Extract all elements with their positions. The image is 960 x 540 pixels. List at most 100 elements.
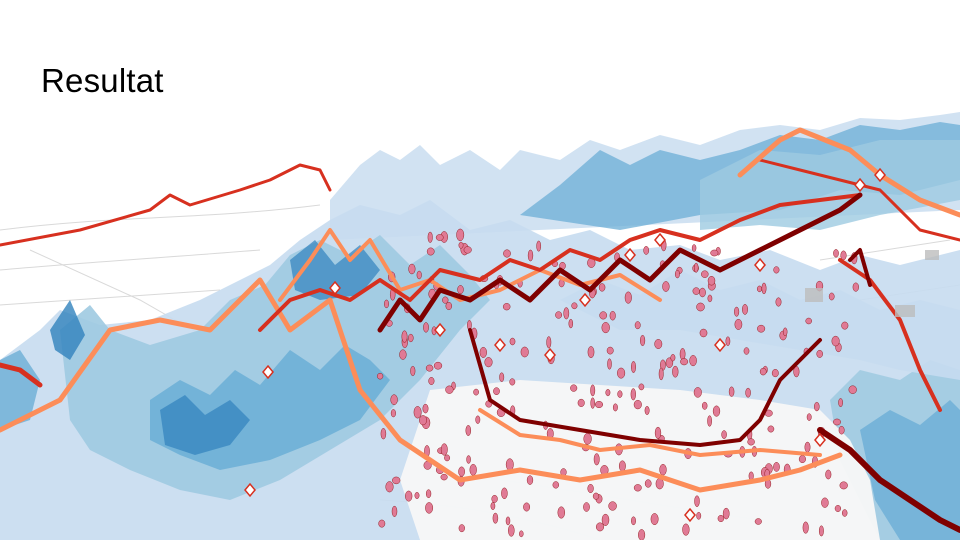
marker-dot: [520, 346, 529, 358]
marker-dot: [689, 355, 697, 367]
marker-dot: [457, 285, 464, 294]
marker-dot: [587, 346, 595, 358]
marker-dot: [654, 339, 663, 349]
marker-dot: [380, 428, 387, 440]
marker-dot: [805, 317, 812, 325]
marker-dot: [734, 306, 740, 317]
marker-dot: [445, 302, 452, 311]
marker-dot: [833, 418, 841, 426]
marker-dot: [593, 453, 600, 466]
marker-dot: [679, 348, 686, 361]
marker-dot: [619, 460, 626, 472]
marker-dot: [456, 228, 465, 242]
marker-dot: [465, 425, 471, 436]
marker-dot: [399, 349, 407, 360]
marker-dot: [692, 287, 700, 295]
marker-dot: [701, 270, 709, 278]
marker-dots: [377, 228, 859, 540]
marker-dot: [384, 299, 389, 309]
marker-dot: [707, 294, 713, 303]
marker-dot: [608, 501, 617, 511]
marker-dot: [633, 400, 642, 410]
marker-dot: [699, 328, 708, 338]
marker-dot: [390, 394, 398, 406]
marker-dot: [662, 281, 670, 292]
marker-dot: [445, 385, 454, 394]
marker-dot: [775, 297, 782, 307]
marker-dot: [419, 415, 427, 426]
marker-dot: [675, 270, 680, 279]
marker-dot: [423, 322, 429, 333]
marker-dot: [617, 367, 626, 379]
warning-marker: [874, 167, 886, 183]
marker-dot: [475, 415, 481, 424]
marker-dot: [523, 502, 530, 512]
warning-marker: [329, 280, 341, 296]
warning-markers: [244, 167, 886, 523]
marker-dot: [425, 502, 433, 514]
marker-dot: [491, 494, 498, 503]
terrain-left-peak: [50, 300, 85, 360]
marker-dot: [798, 455, 806, 463]
marker-dot: [606, 346, 614, 355]
marker-dot: [773, 266, 780, 274]
marker-dot: [592, 492, 600, 500]
marker-dot: [631, 516, 636, 526]
marker-dot: [463, 246, 472, 254]
marker-dot: [583, 432, 592, 445]
marker-dot: [693, 387, 702, 398]
marker-dot: [444, 454, 450, 462]
marker-dot: [643, 246, 650, 255]
marker-dot: [759, 367, 767, 376]
marker-dot: [839, 481, 848, 490]
marker-dot: [607, 358, 612, 370]
marker-dot: [633, 484, 642, 492]
marker-dot: [473, 388, 479, 396]
marker-dot: [783, 327, 788, 336]
marker-dot: [804, 441, 811, 453]
warning-marker: [262, 364, 274, 380]
marker-dot: [757, 324, 766, 333]
marker-dot: [725, 336, 731, 346]
marker-dot: [848, 385, 857, 394]
marker-dot: [596, 522, 605, 532]
warning-marker: [579, 292, 591, 308]
marker-dot: [702, 401, 708, 410]
marker-dot: [601, 513, 610, 526]
marker-dot: [806, 413, 812, 421]
marker-dot: [773, 462, 780, 472]
gray-block: [805, 288, 823, 302]
marker-dot: [509, 337, 516, 346]
marker-dot: [479, 346, 487, 358]
marker-dot: [401, 330, 408, 343]
marker-dot: [691, 244, 697, 252]
marker-dot: [377, 373, 384, 380]
marker-dot: [699, 287, 706, 298]
marker-dot: [527, 249, 534, 262]
marker-dot: [563, 307, 570, 320]
marker-dot: [536, 240, 542, 252]
marker-dot: [598, 283, 606, 292]
marker-dot: [712, 405, 721, 417]
marker-dot: [650, 513, 659, 525]
marker-dot: [410, 366, 416, 377]
marker-dot: [405, 490, 413, 502]
marker-dot: [638, 383, 645, 391]
marker-dot: [742, 304, 748, 315]
route-darkred-valley: [468, 328, 822, 447]
marker-dot: [722, 507, 730, 520]
marker-dot: [378, 519, 386, 528]
route-orange-main: [0, 277, 843, 493]
warning-marker: [434, 322, 446, 338]
marker-dot: [613, 403, 618, 412]
marker-dot: [590, 397, 595, 409]
marker-dot: [743, 347, 750, 355]
marker-dot: [833, 249, 839, 258]
marker-dot: [571, 302, 578, 310]
route-red-right: [838, 258, 942, 412]
marker-dot: [819, 525, 824, 537]
marker-dot: [433, 361, 443, 370]
marker-dot: [624, 291, 632, 304]
marker-dot: [682, 523, 690, 536]
